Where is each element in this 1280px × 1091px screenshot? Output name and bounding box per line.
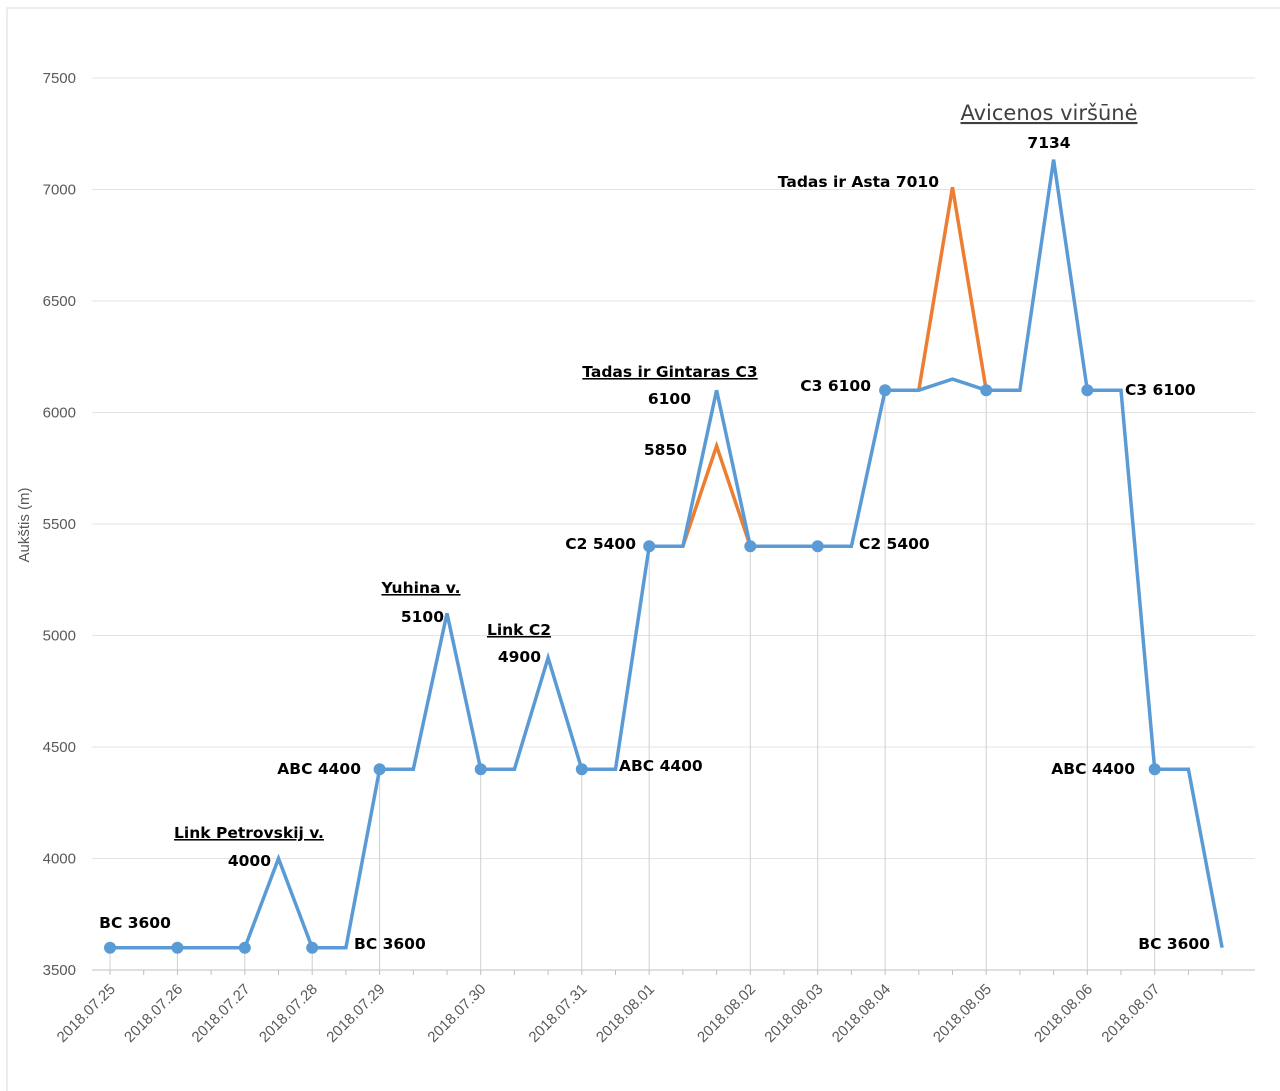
annotation-label: ABC 4400	[619, 757, 703, 775]
annotation-label: 6100	[648, 390, 691, 408]
data-point	[879, 384, 892, 397]
x-tick-label: 2018.08.04	[829, 981, 894, 1046]
annotation-label: 5100	[401, 608, 444, 626]
x-tick-label: 2018.08.01	[593, 981, 658, 1046]
series-lines	[110, 159, 1224, 950]
annotation-label: 4900	[498, 648, 541, 666]
annotation-label: Yuhina v.	[380, 579, 460, 597]
annotations: BC 3600 Link Petrovskij v. 4000 BC 3600 ABC …	[99, 101, 1210, 953]
x-axis: 2018.07.25 2018.07.26 2018.07.27 2018.07.28…	[54, 970, 1223, 1046]
annotation-label: C2 5400	[565, 535, 636, 553]
data-point	[980, 384, 993, 397]
annotation-label: Tadas ir Gintaras C3	[582, 363, 757, 381]
plot-frame	[6, 7, 1280, 1091]
x-tick-label: 2018.07.26	[121, 981, 186, 1046]
series-line-blue	[110, 159, 1224, 950]
x-tick-label: 2018.07.31	[526, 981, 591, 1046]
annotation-label: BC 3600	[99, 914, 171, 932]
x-tick-label: 2018.08.05	[930, 981, 995, 1046]
data-point	[1148, 763, 1161, 776]
x-tick-label: 2018.07.25	[54, 981, 119, 1046]
annotation-label: ABC 4400	[277, 760, 361, 778]
x-tick-label: 2018.07.28	[256, 981, 321, 1046]
data-point	[1081, 384, 1094, 397]
annotation-label: BC 3600	[1138, 935, 1210, 953]
y-tick-label: 6000	[43, 405, 76, 422]
series-line-orange	[917, 186, 988, 391]
data-point	[811, 540, 824, 553]
annotation-label: ABC 4400	[1051, 760, 1135, 778]
y-tick-label: 7500	[43, 70, 76, 87]
y-tick-label: 5500	[43, 516, 76, 533]
y-tick-label: 6500	[43, 293, 76, 310]
annotation-label: 7134	[1027, 134, 1070, 152]
y-tick-label: 7000	[43, 182, 76, 199]
annotation-label: C3 6100	[1125, 381, 1196, 399]
x-tick-label: 2018.08.07	[1098, 981, 1163, 1046]
x-tick-label: 2018.07.29	[323, 981, 388, 1046]
data-point	[171, 941, 184, 954]
x-tick-label: 2018.08.06	[1031, 981, 1096, 1046]
annotation-label: Link Petrovskij v.	[174, 824, 324, 842]
annotation-label: 5850	[644, 441, 687, 459]
marker-droplines	[109, 390, 1156, 970]
data-point	[575, 763, 588, 776]
x-tick-label: 2018.08.02	[694, 981, 759, 1046]
y-tick-label: 4000	[43, 851, 76, 868]
data-point	[306, 941, 319, 954]
x-tick-label: 2018.08.03	[761, 981, 826, 1046]
annotation-label: Tadas ir Asta 7010	[778, 173, 939, 191]
annotation-label: Avicenos viršūnė	[960, 101, 1137, 125]
series-line-orange	[681, 440, 752, 547]
y-tick-labels: 3500 4000 4500 5000 5500 6000 6500 7000 7500	[43, 70, 76, 979]
data-point	[643, 540, 656, 553]
annotation-label: Link C2	[487, 621, 551, 639]
annotation-label: BC 3600	[354, 935, 426, 953]
data-point	[373, 763, 386, 776]
data-point	[744, 540, 757, 553]
y-axis-label: Aukštis (m)	[16, 487, 33, 562]
data-point	[104, 941, 116, 954]
data-point	[474, 763, 487, 776]
data-point	[238, 941, 251, 954]
y-tick-label: 4500	[43, 739, 76, 756]
series-markers	[104, 384, 1161, 954]
annotation-label: 4000	[228, 852, 271, 870]
gridlines	[92, 77, 1255, 971]
y-tick-label: 5000	[43, 628, 76, 645]
x-tick-label: 2018.07.27	[189, 981, 254, 1046]
annotation-label: C3 6100	[800, 377, 871, 395]
x-tick-label: 2018.07.30	[424, 981, 489, 1046]
y-tick-label: 3500	[43, 962, 76, 979]
annotation-label: C2 5400	[859, 535, 930, 553]
